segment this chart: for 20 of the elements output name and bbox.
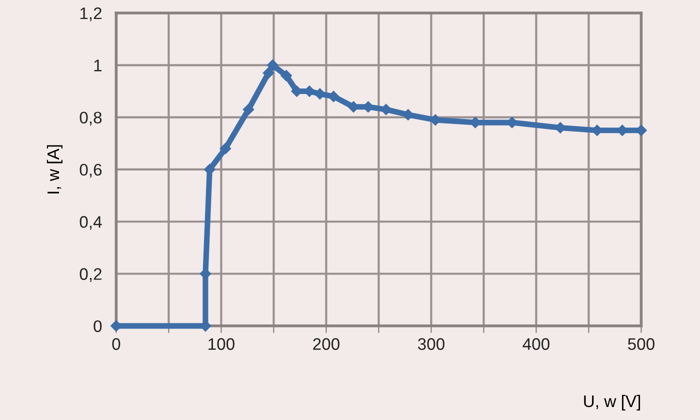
y-tick-label: 0,8: [80, 112, 102, 126]
point: [220, 143, 232, 154]
x-tick-label: 300: [418, 338, 444, 350]
x-tick-label: 100: [208, 338, 234, 350]
y-tick-label: 0: [94, 320, 102, 332]
point: [267, 60, 278, 71]
point: [242, 104, 254, 116]
x-tick-label: 500: [628, 338, 654, 350]
y-axis-title: I, w [A]: [46, 145, 62, 194]
y-tick-label: 1,2: [80, 7, 102, 22]
point: [262, 67, 274, 79]
x-axis-title: U, w [V]: [584, 394, 640, 410]
y-tick-label: 0,4: [80, 216, 102, 230]
y-tick-label: 1: [94, 60, 102, 72]
y-tick-label: 0,6: [80, 164, 102, 178]
x-tick-label: 0: [112, 338, 120, 350]
x-tick-label: 200: [313, 338, 340, 350]
y-tick-label: 0,2: [80, 268, 102, 282]
x-tick-label: 400: [522, 338, 550, 350]
point: [280, 70, 292, 82]
